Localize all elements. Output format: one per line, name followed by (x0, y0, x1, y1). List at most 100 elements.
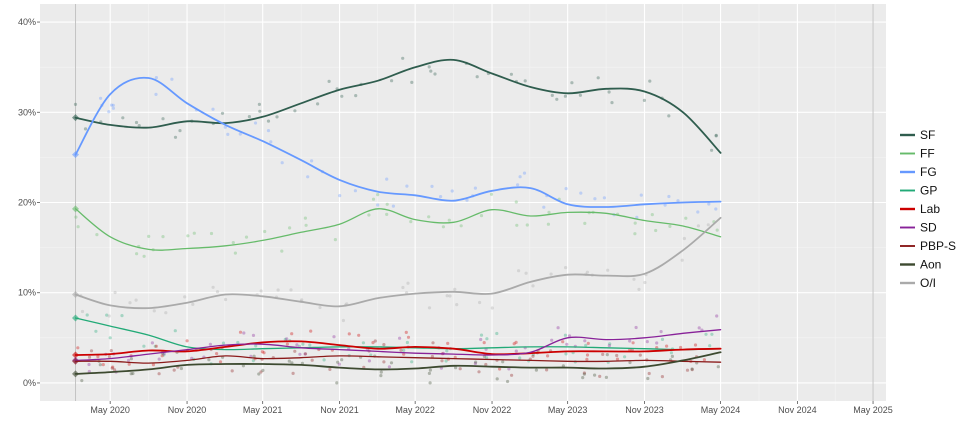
poll-point (604, 375, 609, 379)
poll-point (455, 303, 459, 307)
poll-point (632, 277, 636, 281)
poll-point (129, 357, 133, 361)
series-line-fg (74, 76, 722, 208)
poll-point (524, 271, 528, 275)
poll-point (73, 102, 78, 106)
poll-point (260, 350, 264, 354)
poll-point (708, 344, 712, 348)
poll-point (714, 207, 718, 211)
poll-point (293, 349, 297, 353)
poll-point (157, 372, 161, 376)
poll-point (134, 298, 138, 302)
poll-point (215, 290, 220, 294)
poll-point (475, 75, 479, 79)
poll-point (154, 76, 158, 80)
poll-point (309, 329, 313, 333)
poll-point (473, 361, 477, 366)
poll-point (647, 371, 651, 376)
poll-point (584, 343, 588, 347)
poll-point (639, 193, 643, 197)
poll-point (290, 361, 294, 365)
poll-point (506, 379, 510, 384)
poll-point (298, 352, 302, 356)
poll-point (623, 355, 627, 359)
poll-point (304, 223, 308, 227)
poll-point (215, 352, 219, 356)
poll-point (113, 290, 117, 295)
poll-point (458, 367, 462, 371)
poll-point (207, 358, 211, 362)
poll-point (684, 216, 688, 220)
poll-point (710, 332, 714, 336)
poll-point (509, 72, 513, 76)
poll-point (111, 365, 115, 369)
poll-point (85, 313, 89, 317)
poll-point (310, 159, 314, 163)
poll-point (610, 101, 614, 105)
poll-point (153, 344, 157, 348)
poll-point (561, 340, 565, 344)
poll-point (109, 349, 113, 353)
poll-point (94, 329, 98, 333)
series-line-aon (74, 351, 722, 375)
poll-point (454, 366, 458, 370)
poll-point (179, 366, 183, 371)
poll-point (525, 223, 529, 227)
poll-point (448, 294, 452, 298)
poll-point (164, 311, 168, 315)
poll-point (431, 341, 435, 345)
poll-point (121, 116, 125, 120)
poll-point (186, 234, 190, 238)
poll-point (220, 111, 225, 115)
poll-point (402, 348, 406, 352)
poll-point (405, 340, 409, 345)
poll-point (638, 353, 642, 357)
poll-point (238, 330, 243, 334)
poll-point (154, 92, 158, 96)
poll-point (578, 93, 583, 97)
poll-point (87, 362, 91, 367)
trend-lines (74, 58, 722, 375)
x-tick-label: Nov 2020 (168, 405, 207, 415)
poll-point (385, 212, 389, 216)
poll-point (192, 231, 196, 235)
poll-point (142, 254, 146, 258)
x-tick-label: May 2021 (243, 405, 283, 415)
poll-point (428, 381, 432, 385)
poll-point (430, 184, 434, 188)
poll-point (173, 135, 178, 139)
poll-point (631, 341, 635, 345)
poll-point (427, 371, 431, 375)
poll-point (110, 366, 114, 370)
poll-point (586, 341, 590, 345)
poll-point (208, 342, 212, 346)
poll-point (303, 216, 307, 220)
poll-point (95, 233, 99, 237)
poll-point (445, 294, 449, 298)
poll-point (474, 360, 478, 364)
poll-point (371, 197, 376, 201)
poll-point (685, 368, 690, 372)
poll-point (233, 251, 237, 255)
poll-point (135, 252, 139, 256)
poll-point (131, 371, 135, 376)
poll-point (549, 272, 553, 276)
series-line-lab (74, 340, 722, 356)
poll-point (498, 367, 502, 371)
poll-point (161, 235, 165, 239)
poll-point (608, 342, 612, 346)
poll-point (373, 339, 377, 343)
poll-point (269, 140, 273, 144)
poll-point (340, 358, 344, 362)
poll-point (704, 332, 708, 336)
poll-point (516, 183, 520, 187)
poll-point (517, 269, 521, 273)
poll-point (523, 79, 527, 83)
legend-label: SD (920, 221, 937, 235)
poll-point (404, 330, 408, 334)
poll-point (635, 215, 639, 219)
y-tick-label: 30% (18, 107, 36, 117)
poll-point (251, 359, 255, 363)
poll-point (244, 235, 249, 239)
